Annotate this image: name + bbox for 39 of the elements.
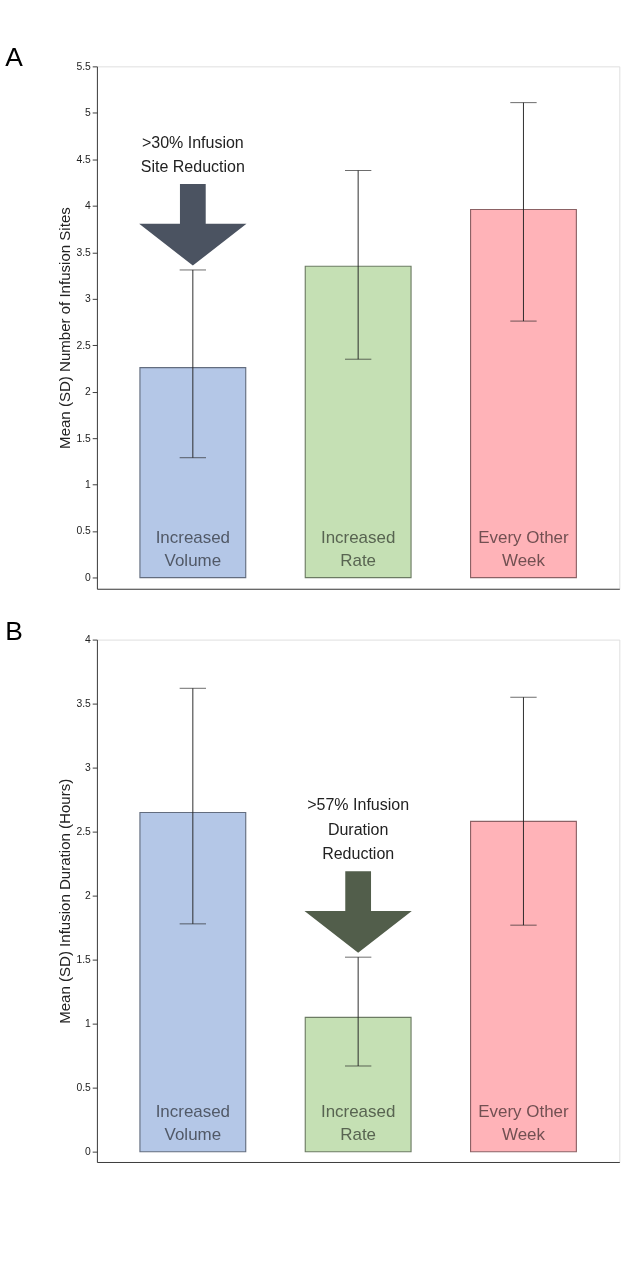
y-tick-label: 1: [85, 1018, 92, 1030]
y-axis-title: Mean (SD) Number of Infusion Sites: [55, 207, 73, 449]
y-tick-label: 0.5: [76, 1082, 92, 1094]
y-tick-label: 2.5: [76, 825, 92, 837]
category-label: Increased Rate: [320, 527, 396, 571]
y-tick-label: 4.5: [76, 153, 92, 165]
y-tick-label: 3.5: [76, 246, 92, 258]
y-tick-label: 2: [85, 890, 92, 901]
bar: [139, 366, 247, 579]
y-tick-label: 0: [85, 1146, 92, 1158]
bar: [470, 208, 577, 579]
chart-title: B: [5, 615, 23, 646]
y-tick-label: 2: [85, 386, 92, 398]
y-tick-label: 4: [85, 200, 92, 212]
y-tick-label: 1: [85, 478, 92, 490]
y-tick-label: 1.5: [76, 954, 92, 966]
annotation: >57% Infusion Duration Reduction: [307, 796, 410, 863]
category-label: Every Other Week: [478, 1101, 569, 1145]
y-tick-label: 2.5: [76, 339, 92, 351]
y-tick-label: 5: [85, 107, 92, 119]
category-label: Every Other Week: [478, 527, 569, 571]
bar: [304, 1016, 412, 1153]
y-tick-label: 3.5: [76, 697, 92, 709]
y-tick-label: 0.5: [76, 525, 92, 537]
y-tick-label: 3: [85, 761, 92, 773]
y-tick-label: 0: [85, 571, 92, 583]
chart-title: A: [5, 42, 24, 73]
y-tick-label: 1.5: [76, 432, 92, 444]
y-axis-title: Mean (SD) Infusion Duration (Hours): [55, 778, 73, 1024]
category-label: Increased Volume: [155, 1101, 231, 1145]
category-label: Increased Volume: [155, 527, 231, 571]
annotation: >30% Infusion Site Reduction: [140, 133, 245, 176]
y-tick-label: 3: [85, 293, 92, 305]
category-label: Increased Rate: [320, 1101, 396, 1145]
bar: [304, 265, 412, 579]
y-tick-label: 5.5: [76, 60, 92, 72]
y-tick-label: 4: [85, 633, 92, 645]
bar: [139, 811, 247, 1153]
bar: [470, 820, 577, 1153]
